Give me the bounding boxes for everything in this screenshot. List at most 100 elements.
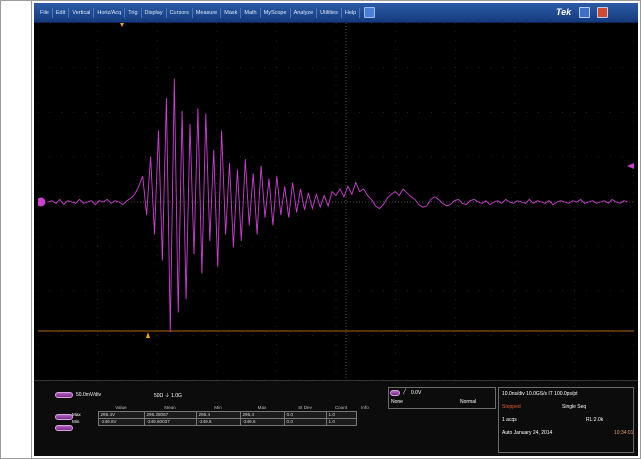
measurement-stdev: 0.0 (283, 410, 327, 419)
menu-mask[interactable]: Mask (221, 7, 242, 18)
menu-cursors[interactable]: Cursors (167, 7, 193, 18)
measurement-count: 1.0 (325, 417, 357, 426)
menu-trig[interactable]: Trig (125, 7, 142, 18)
grid-dot (97, 335, 98, 336)
grid-dot (335, 218, 337, 220)
table-row[interactable]: Max 296.4V 296.28067 296.4 296.4 0.0 1.0 (70, 410, 374, 419)
grid-dot (156, 281, 158, 283)
grid-dot (180, 245, 182, 247)
channel-ground-marker[interactable] (38, 197, 46, 207)
measurement-header: Max (257, 404, 267, 410)
menu-help[interactable]: Help (342, 7, 361, 18)
minimize-icon[interactable] (579, 7, 590, 18)
menu-file[interactable]: File (37, 7, 53, 18)
grid-dot (442, 111, 444, 113)
acquisition-panel[interactable] (498, 387, 634, 453)
grid-dot (335, 192, 337, 194)
grid-dot (216, 31, 218, 33)
grid-dot (276, 326, 277, 327)
run-state[interactable]: Stopped (502, 404, 521, 410)
grid-dot (156, 352, 158, 354)
grid-dot (216, 156, 218, 158)
menu-measure[interactable]: Measure (193, 7, 222, 18)
menu-display[interactable]: Display (142, 7, 167, 18)
grid-dot (574, 290, 575, 292)
grid-dot (335, 183, 337, 185)
grid-dot (144, 335, 146, 336)
grid-dot (216, 299, 218, 301)
grid-dot (97, 40, 98, 42)
grid-dot (335, 299, 337, 301)
grid-dot (216, 290, 218, 292)
grid-dot (216, 192, 218, 194)
trigger-slope-icon: ╱ (403, 389, 407, 395)
grid-dot (109, 335, 110, 336)
grid-dot (97, 85, 98, 86)
grid-dot (335, 281, 337, 283)
menu-horiz-acq[interactable]: Horiz/Acq (94, 7, 126, 18)
grid-dot (419, 245, 420, 247)
grid-dot (85, 245, 87, 247)
menu-analyze[interactable]: Analyze (291, 7, 318, 18)
grid-dot (276, 245, 277, 247)
meas1-badge[interactable] (55, 414, 73, 420)
grid-dot (240, 335, 242, 336)
trigger-panel[interactable] (388, 387, 496, 409)
grid-dot (454, 272, 456, 274)
grid-dot (323, 335, 325, 336)
grid-dot (276, 40, 277, 42)
menu-myscope[interactable]: MyScope (261, 7, 291, 18)
grid-dot (156, 335, 158, 336)
grid-dot (395, 299, 396, 301)
menu-utilities[interactable]: Utilities (317, 7, 342, 18)
grid-dot (121, 67, 122, 68)
close-icon[interactable] (597, 7, 608, 18)
grid-dot (133, 67, 134, 68)
grid-dot (276, 281, 277, 283)
grid-dot (347, 335, 349, 336)
grid-dot (574, 31, 575, 33)
grid-dot (490, 156, 492, 158)
grid-dot (335, 138, 337, 140)
grid-dot (454, 111, 456, 113)
measurement-info (356, 418, 374, 425)
measurement-table: Value Mean Min Max St Dev Count Info Max… (70, 404, 374, 426)
grid-dot (61, 111, 63, 113)
measurement-count: 1.0 (325, 410, 357, 419)
grid-dot (133, 290, 134, 292)
grid-dot (192, 290, 194, 292)
help-icon[interactable] (364, 7, 376, 18)
grid-dot (454, 335, 456, 336)
grid-dot (335, 272, 337, 274)
menu-vertical[interactable]: Vertical (69, 7, 95, 18)
cursor-marker-icon[interactable] (146, 332, 150, 338)
grid-dot (574, 210, 575, 211)
grid-dot (395, 85, 396, 86)
grid-dot (538, 67, 539, 68)
grid-dot (144, 111, 146, 113)
grid-dot (97, 94, 98, 95)
grid-dot (192, 67, 194, 68)
grid-dot (454, 317, 456, 318)
grid-dot (216, 138, 218, 140)
grid-dot (574, 138, 575, 140)
menu-math[interactable]: Math (241, 7, 261, 18)
grid-dot (216, 174, 218, 176)
measurement-header: St Dev (298, 404, 312, 410)
meas2-badge[interactable] (55, 425, 73, 431)
grid-dot (109, 245, 110, 247)
grid-dot (287, 335, 289, 336)
grid-dot (49, 156, 51, 158)
trigger-level-marker[interactable] (627, 163, 634, 169)
table-row[interactable]: Min -249.6V -249.60037 -249.6 -249.6 0.0… (70, 417, 374, 426)
grid-dot (454, 192, 456, 194)
ch1-scale: 50.0mV/div (76, 392, 102, 398)
trigger-source-badge[interactable] (390, 390, 400, 396)
grid-dot (276, 254, 277, 256)
grid-dot (299, 111, 301, 113)
menu-edit[interactable]: Edit (53, 7, 70, 18)
ch1-badge[interactable] (55, 392, 73, 398)
trigger-position-marker[interactable] (120, 23, 124, 27)
grid-dot (97, 49, 98, 51)
grid-dot (371, 335, 373, 336)
